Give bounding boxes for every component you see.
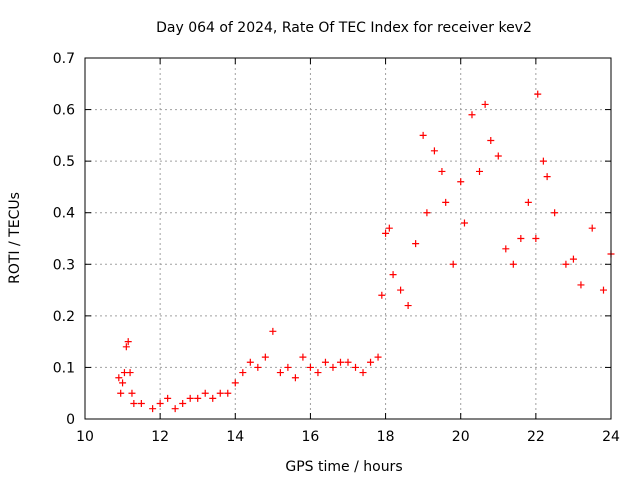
data-point — [261, 353, 269, 361]
data-point — [359, 369, 367, 377]
data-point — [532, 235, 540, 242]
data-point — [494, 152, 502, 160]
y-tick-label: 0.7 — [53, 51, 75, 67]
data-point — [404, 302, 412, 310]
data-point — [224, 389, 232, 397]
data-point — [179, 400, 187, 408]
data-point — [276, 369, 284, 377]
data-point — [306, 363, 314, 371]
data-point — [378, 291, 386, 299]
data-point — [517, 235, 525, 242]
data-point — [524, 198, 532, 206]
x-tick-label: 16 — [302, 429, 320, 445]
data-point — [588, 224, 596, 232]
data-point — [231, 379, 239, 387]
data-point — [329, 363, 337, 371]
data-point — [269, 327, 277, 335]
x-tick-label: 24 — [602, 429, 620, 445]
data-point — [239, 369, 247, 377]
data-point — [382, 229, 390, 237]
y-tick-label: 0.2 — [53, 309, 75, 325]
data-point — [209, 394, 217, 402]
axis-ticks: 10 12 14 16 18 20 22 24 0 0.1 0.2 0.3 0.4 0.5 0.6 0.7 — [53, 51, 620, 445]
data-point — [534, 90, 542, 98]
y-tick-label: 0.6 — [53, 103, 75, 119]
y-tick-label: 0.4 — [53, 206, 75, 222]
data-point — [314, 369, 322, 377]
data-point — [423, 209, 431, 217]
data-point — [367, 358, 375, 366]
data-point — [502, 245, 510, 253]
data-point — [246, 358, 254, 366]
data-point — [397, 286, 405, 294]
data-point — [374, 353, 382, 361]
data-point — [164, 394, 172, 402]
data-point — [299, 353, 307, 361]
data-point — [460, 219, 468, 227]
data-point — [119, 379, 127, 387]
y-tick-label: 0.3 — [53, 257, 75, 273]
x-tick-label: 20 — [452, 429, 470, 445]
x-tick-label: 18 — [377, 429, 395, 445]
data-point — [569, 255, 577, 263]
data-point — [124, 338, 132, 346]
data-point — [216, 389, 224, 397]
plot-frame — [84, 57, 612, 420]
data-point — [457, 178, 465, 186]
data-point — [412, 240, 420, 248]
data-point — [352, 363, 360, 371]
data-point — [149, 405, 157, 413]
data-point — [442, 198, 450, 206]
data-point — [476, 167, 483, 175]
data-point — [551, 209, 559, 217]
data-point — [130, 400, 138, 408]
data-point — [201, 389, 209, 397]
data-point — [481, 100, 489, 108]
data-point — [487, 137, 495, 145]
data-point — [389, 271, 397, 279]
data-point — [122, 343, 130, 351]
x-axis-label: GPS time / hours — [285, 459, 402, 475]
chart-title: Day 064 of 2024, Rate Of TEC Index for r… — [156, 20, 532, 36]
data-point — [171, 405, 179, 413]
x-tick-label: 22 — [527, 429, 545, 445]
data-point — [126, 369, 134, 377]
data-point — [543, 173, 551, 181]
data-point — [194, 394, 202, 402]
data-point — [438, 167, 446, 175]
data-point — [419, 131, 427, 139]
y-tick-label: 0.5 — [53, 154, 75, 170]
data-point — [117, 389, 125, 397]
data-point — [577, 281, 585, 289]
data-point — [344, 358, 352, 366]
data-point — [186, 394, 194, 402]
x-tick-label: 10 — [76, 429, 94, 445]
data-point — [468, 111, 476, 119]
data-point — [284, 363, 292, 371]
data-point — [385, 224, 393, 232]
data-points — [115, 90, 615, 413]
y-tick-label: 0 — [66, 412, 75, 428]
y-axis-label: ROTI / TECUs — [7, 192, 23, 284]
data-point — [115, 374, 123, 382]
data-point — [336, 358, 344, 366]
data-point — [291, 374, 299, 382]
data-point — [137, 400, 145, 408]
data-point — [449, 260, 457, 268]
data-point — [430, 147, 438, 155]
data-point — [156, 400, 164, 408]
data-point — [599, 286, 607, 294]
y-tick-label: 0.1 — [53, 360, 75, 376]
x-tick-label: 12 — [151, 429, 169, 445]
data-point — [539, 157, 547, 165]
data-point — [254, 363, 262, 371]
data-point — [562, 260, 570, 268]
data-point — [321, 358, 329, 366]
data-point — [128, 389, 136, 397]
x-tick-label: 14 — [226, 429, 244, 445]
data-point — [509, 260, 517, 268]
